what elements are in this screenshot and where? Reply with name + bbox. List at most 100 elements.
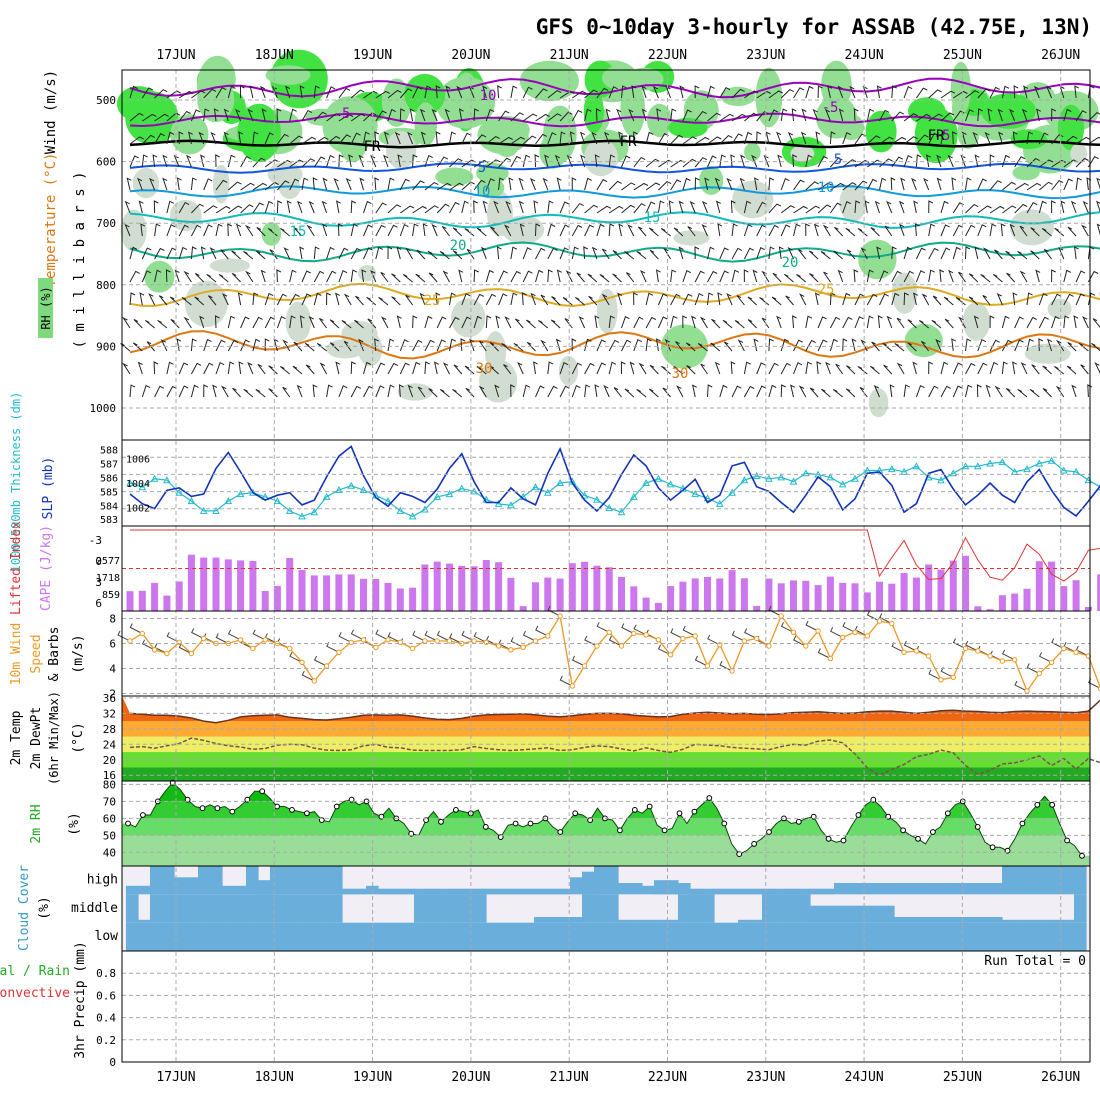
cape-bar (974, 606, 982, 611)
wind-barb (707, 384, 713, 398)
wind-barb (313, 111, 327, 122)
wind-barb (337, 223, 343, 237)
wind-barb (1042, 388, 1052, 398)
cloud-cell (978, 922, 991, 951)
wind-tick: 4 (109, 663, 116, 676)
cloud-cell (378, 888, 391, 895)
rh-shade-blob (981, 93, 1036, 129)
wind-barb (227, 223, 233, 237)
wind-barb (424, 339, 435, 352)
wind-barb (498, 177, 505, 191)
wind-barb (223, 131, 229, 145)
wind-barb (989, 86, 1000, 99)
rh-point (214, 805, 221, 812)
wind-barb (420, 131, 426, 145)
wind-barb (977, 362, 988, 375)
wind-barb (363, 385, 374, 398)
wind-barb (375, 629, 389, 641)
wind-barb (768, 246, 775, 260)
wind-barb (936, 177, 942, 191)
wind-barb (780, 108, 788, 122)
cloud-cell (630, 922, 643, 951)
wind-barb (780, 622, 794, 633)
wind-barb (412, 315, 418, 329)
cloud-cell (882, 905, 895, 923)
cloud-cell (594, 866, 607, 895)
wind-barb (740, 154, 746, 168)
thickness-point (285, 506, 294, 514)
wind-barb (641, 85, 647, 99)
cape-bar (458, 565, 466, 611)
wind-barb (510, 292, 518, 306)
cape-bar (728, 570, 736, 611)
ylabel-2m-dewpt: 2m DewPt (29, 707, 44, 770)
wind-barb (587, 273, 598, 283)
wind-barb (707, 112, 721, 122)
wind-barb (829, 131, 836, 145)
wind-barb (350, 200, 357, 214)
cape-tick: 1718 (96, 573, 120, 584)
wind-barb (982, 295, 991, 306)
cloud-level-label: low (95, 929, 119, 944)
wind-barb (555, 338, 561, 352)
date-label-bottom: 24JUN (845, 1070, 884, 1085)
wind-barb (203, 362, 214, 375)
wind-barb (621, 182, 636, 191)
wind-barb (495, 315, 501, 329)
wind-barb (793, 87, 805, 99)
cloud-cell (126, 885, 139, 895)
wind-barb (387, 384, 395, 398)
wind-speed-point (139, 630, 146, 637)
wind-barb (559, 131, 566, 145)
wind-barb (521, 292, 527, 306)
cloud-cell (606, 866, 619, 895)
wind-barb (571, 384, 581, 398)
wind-barb (977, 108, 983, 122)
wind-barb (556, 269, 562, 283)
cloud-cell (522, 922, 535, 951)
wind-barb (595, 108, 601, 122)
isotherm-line (129, 330, 1100, 360)
wind-barb (739, 177, 745, 191)
wind-barb (960, 154, 966, 168)
wind-barb (596, 223, 605, 237)
cape-bar (704, 577, 711, 611)
wind-barb (1038, 132, 1049, 145)
wind-barb (498, 157, 512, 168)
wind-barb (952, 362, 963, 375)
wind-barb (461, 200, 469, 214)
wind-barb (928, 89, 942, 99)
isotherm-label: 30 (476, 361, 493, 377)
cloud-cell (894, 883, 907, 895)
cape-bar (790, 580, 797, 611)
wind-barb (912, 361, 918, 375)
cape-bar (581, 561, 589, 611)
wind-barb (436, 182, 452, 191)
cloud-cell (822, 888, 835, 895)
wind-barb (719, 247, 729, 260)
wind-barb (989, 315, 995, 329)
wind-barb (932, 295, 942, 306)
wind-barb (276, 316, 286, 329)
wind-barb (694, 246, 700, 260)
wind-barb (670, 628, 684, 639)
wind-barb (805, 361, 813, 375)
cloud-cell (678, 883, 691, 895)
wind-barb (719, 154, 726, 168)
wind-barb (776, 131, 782, 145)
cloud-cell (1038, 866, 1051, 895)
cape-bar (1023, 588, 1031, 611)
cloud-cell (822, 922, 835, 951)
wind-barb (154, 269, 162, 283)
wind-barb (238, 361, 244, 375)
temp-tick: 16 (103, 769, 116, 782)
rh-shade-blob (950, 61, 971, 115)
wind-barb (458, 108, 464, 122)
isotherm-label: -5 (934, 128, 951, 144)
wind-barb (618, 223, 624, 237)
rh-point (795, 818, 802, 825)
wind-barb (153, 361, 159, 375)
wind-barb (853, 108, 859, 122)
thickness-point (1059, 466, 1068, 474)
cape-bar (1097, 574, 1100, 611)
